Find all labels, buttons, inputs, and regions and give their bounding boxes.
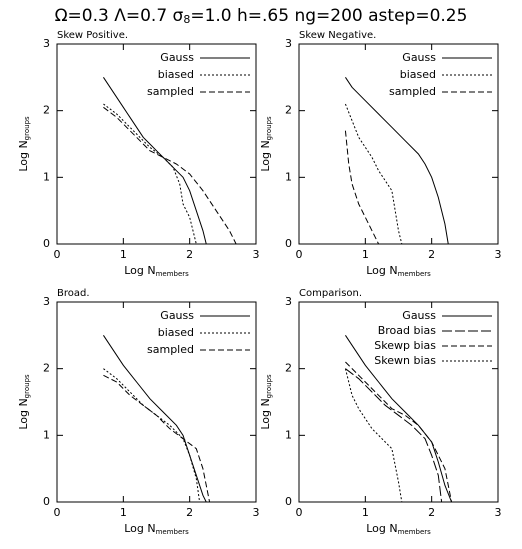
x-axis-label: Log Nmembers — [366, 522, 431, 536]
y-tick-label: 1 — [43, 428, 50, 441]
y-axis-label: Log Ngroups — [259, 116, 273, 172]
legend-label: Broad bias — [378, 324, 437, 337]
y-tick-label: 3 — [43, 37, 50, 50]
legend-label: biased — [158, 68, 194, 81]
y-tick-label: 2 — [43, 104, 50, 117]
y-axis-label: Log Ngroups — [17, 116, 31, 172]
series-line — [103, 335, 207, 503]
y-axis-label-main: Log N — [17, 140, 30, 171]
x-axis-label-main: Log N — [124, 522, 155, 535]
y-tick-label: 3 — [285, 295, 292, 308]
y-tick-label: 2 — [285, 362, 292, 375]
panel-title: Skew Negative. — [299, 30, 376, 41]
series-line — [344, 103, 403, 245]
legend-label: sampled — [147, 343, 194, 356]
x-axis-label: Log Nmembers — [366, 264, 431, 278]
legend-label: Gauss — [160, 51, 194, 64]
panel-title: Broad. — [57, 288, 90, 299]
legend-label: biased — [400, 68, 436, 81]
series-line — [103, 77, 207, 245]
legend-label: Skewn bias — [374, 354, 436, 367]
y-tick-label: 2 — [285, 104, 292, 117]
plot-frame — [298, 301, 499, 503]
series-line — [345, 77, 449, 245]
y-tick-label: 3 — [43, 295, 50, 308]
y-axis-label: Log Ngroups — [17, 374, 31, 430]
y-axis-label-main: Log N — [259, 398, 272, 429]
y-tick-label: 0 — [285, 495, 292, 508]
x-tick-label: 0 — [54, 248, 61, 261]
x-tick-label: 2 — [428, 506, 435, 519]
x-tick-label: 2 — [186, 506, 193, 519]
y-axis-label-sub: groups — [23, 374, 31, 398]
y-tick-label: 0 — [285, 237, 292, 250]
x-axis-label-sub: members — [398, 270, 432, 278]
legend-label: sampled — [147, 85, 194, 98]
legend-label: Skewp bias — [374, 339, 436, 352]
series-line — [103, 368, 201, 503]
title-subscript: 8 — [183, 13, 190, 26]
y-tick-label: 2 — [43, 362, 50, 375]
series-line — [103, 106, 237, 245]
series-line — [345, 335, 453, 503]
x-tick-label: 3 — [253, 506, 260, 519]
y-tick-label: 0 — [43, 237, 50, 250]
x-axis-label-sub: members — [156, 270, 190, 278]
y-axis-label-main: Log N — [259, 140, 272, 171]
x-tick-label: 1 — [362, 248, 369, 261]
y-tick-label: 1 — [285, 428, 292, 441]
series-line — [345, 368, 443, 503]
series-line — [103, 103, 197, 245]
plot-frame — [56, 301, 257, 503]
x-axis-label-main: Log N — [366, 264, 397, 277]
x-axis-label-main: Log N — [124, 264, 155, 277]
legend-label: Gauss — [160, 309, 194, 322]
x-tick-label: 0 — [54, 506, 61, 519]
x-axis-label-sub: members — [156, 528, 190, 536]
y-axis-label-sub: groups — [265, 374, 273, 398]
y-axis-label-main: Log N — [17, 398, 30, 429]
plot-frame — [298, 43, 499, 245]
series-line — [345, 361, 453, 503]
legend-label: biased — [158, 326, 194, 339]
y-tick-label: 1 — [285, 170, 292, 183]
legend-label: sampled — [389, 85, 436, 98]
x-tick-label: 3 — [495, 248, 502, 261]
x-tick-label: 2 — [428, 248, 435, 261]
plot-frame — [56, 43, 257, 245]
x-tick-label: 0 — [296, 506, 303, 519]
title-part: =1.0 h=.65 ng=200 astep=0.25 — [190, 6, 467, 26]
y-axis-label: Log Ngroups — [259, 374, 273, 430]
x-axis-label: Log Nmembers — [124, 264, 189, 278]
x-tick-label: 1 — [362, 506, 369, 519]
y-axis-label-sub: groups — [23, 116, 31, 140]
x-axis-label-main: Log N — [366, 522, 397, 535]
y-tick-label: 0 — [43, 495, 50, 508]
x-axis-label: Log Nmembers — [124, 522, 189, 536]
series-line — [344, 368, 403, 503]
y-tick-label: 1 — [43, 170, 50, 183]
legend-label: Gauss — [402, 51, 436, 64]
series-line — [344, 130, 380, 245]
series-line — [103, 374, 211, 503]
panel-title: Comparison. — [299, 288, 362, 299]
panel-title: Skew Positive. — [57, 30, 128, 41]
title-part: Ω=0.3 Λ=0.7 σ — [55, 6, 184, 26]
x-axis-label-sub: members — [398, 528, 432, 536]
figure-title: Ω=0.3 Λ=0.7 σ8=1.0 h=.65 ng=200 astep=0.… — [55, 6, 468, 26]
y-tick-label: 3 — [285, 37, 292, 50]
x-tick-label: 2 — [186, 248, 193, 261]
y-axis-label-sub: groups — [265, 116, 273, 140]
x-tick-label: 1 — [120, 248, 127, 261]
x-tick-label: 3 — [495, 506, 502, 519]
x-tick-label: 1 — [120, 506, 127, 519]
x-tick-label: 0 — [296, 248, 303, 261]
x-tick-label: 3 — [253, 248, 260, 261]
legend-label: Gauss — [402, 309, 436, 322]
